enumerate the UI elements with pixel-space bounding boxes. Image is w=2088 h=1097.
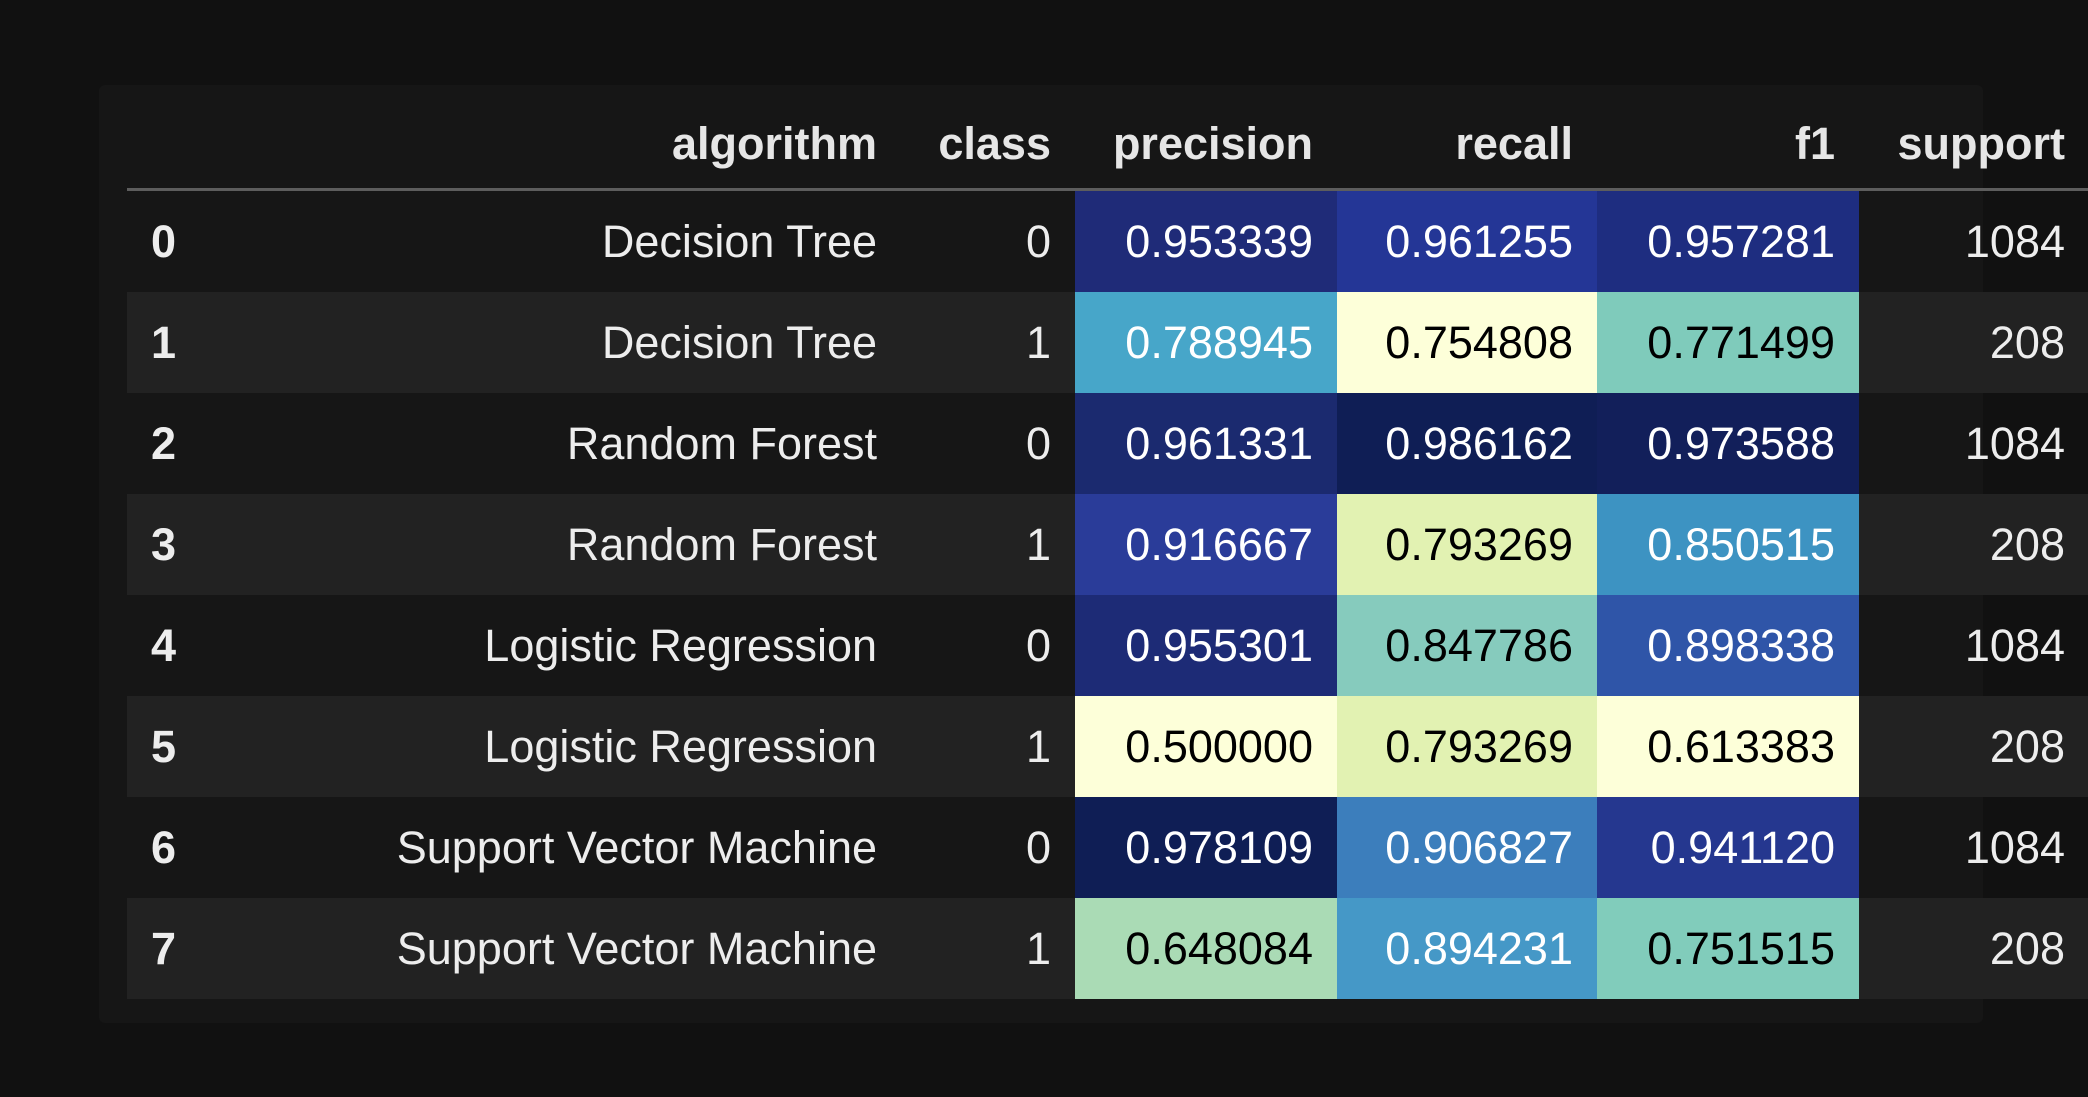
- support-cell: 1084: [1964, 619, 2065, 671]
- row-index: 6: [151, 821, 177, 873]
- f1-cell: 0.613383: [1597, 696, 1859, 797]
- support-cell: 208: [1989, 316, 2065, 368]
- recall-cell: 0.961255: [1337, 189, 1597, 292]
- row-index: 0: [151, 215, 177, 267]
- table-row: 2 Random Forest 0 0.961331 0.986162 0.97…: [127, 393, 2088, 494]
- row-index: 3: [151, 518, 177, 570]
- column-header-algorithm: algorithm: [212, 100, 901, 191]
- table-row: 5 Logistic Regression 1 0.500000 0.79326…: [127, 696, 2088, 797]
- row-index: 7: [151, 922, 177, 974]
- support-cell: 208: [1989, 518, 2065, 570]
- algorithm-cell: Random Forest: [566, 417, 877, 469]
- f1-cell: 0.771499: [1597, 292, 1859, 393]
- precision-cell: 0.500000: [1075, 696, 1337, 797]
- class-cell: 1: [1025, 922, 1051, 974]
- column-header-precision: precision: [1075, 100, 1337, 191]
- recall-cell: 0.793269: [1337, 494, 1597, 595]
- column-header-index: [127, 100, 212, 191]
- f1-cell: 0.898338: [1597, 595, 1859, 696]
- support-cell: 1084: [1964, 821, 2065, 873]
- f1-cell: 0.850515: [1597, 494, 1859, 595]
- precision-cell: 0.953339: [1075, 189, 1337, 292]
- row-index: 1: [151, 316, 177, 368]
- f1-cell: 0.751515: [1597, 898, 1859, 999]
- table-row: 4 Logistic Regression 0 0.955301 0.84778…: [127, 595, 2088, 696]
- class-cell: 1: [1025, 316, 1051, 368]
- recall-cell: 0.906827: [1337, 797, 1597, 898]
- recall-cell: 0.894231: [1337, 898, 1597, 999]
- column-header-recall: recall: [1337, 100, 1597, 191]
- algorithm-cell: Support Vector Machine: [396, 821, 877, 873]
- support-cell: 1084: [1964, 417, 2065, 469]
- class-cell: 0: [1025, 417, 1051, 469]
- f1-cell: 0.973588: [1597, 393, 1859, 494]
- class-cell: 1: [1025, 518, 1051, 570]
- row-index: 5: [151, 720, 177, 772]
- recall-cell: 0.754808: [1337, 292, 1597, 393]
- precision-cell: 0.955301: [1075, 595, 1337, 696]
- table-row: 0 Decision Tree 0 0.953339 0.961255 0.95…: [127, 189, 2088, 292]
- precision-cell: 0.648084: [1075, 898, 1337, 999]
- precision-cell: 0.961331: [1075, 393, 1337, 494]
- support-cell: 208: [1989, 922, 2065, 974]
- column-header-support: support: [1859, 100, 2088, 191]
- recall-cell: 0.847786: [1337, 595, 1597, 696]
- class-cell: 0: [1025, 821, 1051, 873]
- class-cell: 1: [1025, 720, 1051, 772]
- header-row: algorithm class precision recall f1 supp…: [127, 100, 2088, 191]
- algorithm-cell: Logistic Regression: [484, 720, 877, 772]
- support-cell: 1084: [1964, 215, 2065, 267]
- precision-cell: 0.916667: [1075, 494, 1337, 595]
- table-row: 1 Decision Tree 1 0.788945 0.754808 0.77…: [127, 292, 2088, 393]
- algorithm-cell: Support Vector Machine: [396, 922, 877, 974]
- algorithm-cell: Logistic Regression: [484, 619, 877, 671]
- recall-cell: 0.793269: [1337, 696, 1597, 797]
- recall-cell: 0.986162: [1337, 393, 1597, 494]
- class-cell: 0: [1025, 215, 1051, 267]
- table-row: 7 Support Vector Machine 1 0.648084 0.89…: [127, 898, 2088, 999]
- table-row: 6 Support Vector Machine 0 0.978109 0.90…: [127, 797, 2088, 898]
- precision-cell: 0.978109: [1075, 797, 1337, 898]
- column-header-f1: f1: [1597, 100, 1859, 191]
- table-body: 0 Decision Tree 0 0.953339 0.961255 0.95…: [127, 189, 2088, 999]
- support-cell: 208: [1989, 720, 2065, 772]
- class-cell: 0: [1025, 619, 1051, 671]
- f1-cell: 0.941120: [1597, 797, 1859, 898]
- row-index: 2: [151, 417, 177, 469]
- row-index: 4: [151, 619, 177, 671]
- column-header-class: class: [901, 100, 1075, 191]
- f1-cell: 0.957281: [1597, 189, 1859, 292]
- precision-cell: 0.788945: [1075, 292, 1337, 393]
- metrics-table: algorithm class precision recall f1 supp…: [127, 100, 2088, 999]
- algorithm-cell: Decision Tree: [601, 316, 877, 368]
- algorithm-cell: Decision Tree: [601, 215, 877, 267]
- algorithm-cell: Random Forest: [566, 518, 877, 570]
- table-row: 3 Random Forest 1 0.916667 0.793269 0.85…: [127, 494, 2088, 595]
